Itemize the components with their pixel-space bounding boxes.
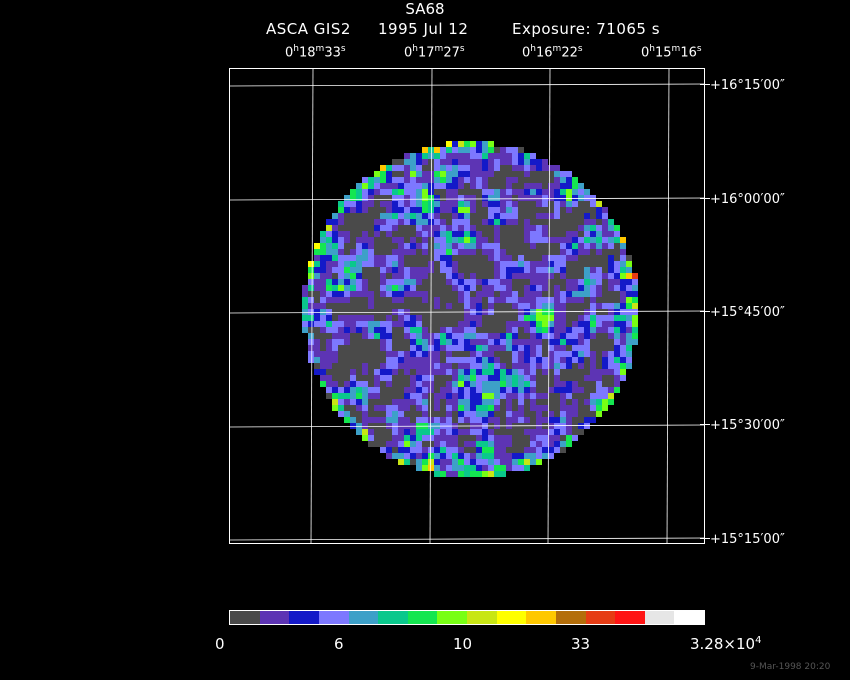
ra-label-1: 0h18m33s bbox=[285, 44, 346, 61]
colorbar-swatch bbox=[230, 611, 260, 624]
colorbar-swatch bbox=[467, 611, 497, 624]
sky-image bbox=[229, 68, 705, 544]
colorbar-label-4: 33 bbox=[571, 635, 591, 653]
colorbar-swatch bbox=[526, 611, 556, 624]
colorbar-swatch bbox=[644, 611, 675, 624]
colorbar-swatch bbox=[378, 611, 408, 624]
dec-label-5: +15°15′00″ bbox=[710, 532, 785, 547]
ra-label-4: 0h15m16s bbox=[641, 44, 702, 61]
colorbar-swatch bbox=[615, 611, 645, 624]
colorbar-swatch bbox=[407, 611, 438, 624]
colorbar-label-3: 10 bbox=[453, 635, 473, 653]
object-name: SA68 bbox=[405, 0, 445, 18]
detector-field bbox=[230, 69, 704, 543]
dec-tick bbox=[700, 84, 710, 85]
dec-label-2: +16°00′00″ bbox=[710, 192, 785, 207]
exposure-label: Exposure: 71065 s bbox=[512, 20, 661, 38]
dec-label-1: +16°15′00″ bbox=[710, 78, 785, 93]
ra-label-3: 0h16m22s bbox=[522, 44, 583, 61]
colorbar-swatch bbox=[674, 611, 704, 624]
dec-tick bbox=[700, 198, 710, 199]
colorbar-swatch bbox=[289, 611, 319, 624]
colorbar-swatch bbox=[318, 611, 349, 624]
colorbar-label-2: 6 bbox=[334, 635, 344, 653]
colorbar-swatch bbox=[555, 611, 586, 624]
colorbar-label-min: 0 bbox=[215, 635, 225, 653]
colorbar-label-max: 3.28×104 bbox=[690, 635, 762, 653]
dec-label-3: +15°45′00″ bbox=[710, 305, 785, 320]
observation-date: 1995 Jul 12 bbox=[378, 20, 469, 38]
dec-tick bbox=[700, 311, 710, 312]
timestamp: 9-Mar-1998 20:20 bbox=[750, 662, 831, 672]
colorbar-swatch bbox=[259, 611, 290, 624]
colorbar-swatch bbox=[585, 611, 616, 624]
dec-tick bbox=[700, 424, 710, 425]
dec-label-4: +15°30′00″ bbox=[710, 418, 785, 433]
colorbar-swatch bbox=[496, 611, 527, 624]
colorbar bbox=[229, 610, 705, 625]
instrument-label: ASCA GIS2 bbox=[266, 20, 351, 38]
coordinate-grid bbox=[230, 69, 704, 543]
colorbar-swatch bbox=[348, 611, 379, 624]
dec-tick bbox=[700, 538, 710, 539]
ra-label-2: 0h17m27s bbox=[404, 44, 465, 61]
colorbar-swatch bbox=[437, 611, 467, 624]
